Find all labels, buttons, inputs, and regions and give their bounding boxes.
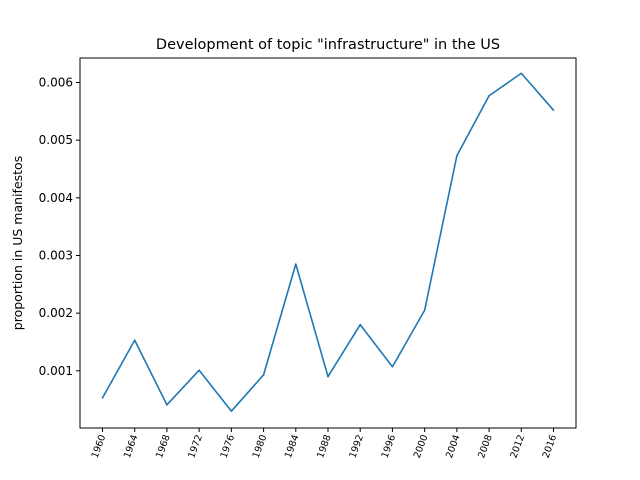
x-tick-label: 2000 (412, 433, 431, 459)
x-tick-label: 1960 (90, 433, 109, 459)
data-point (391, 365, 394, 368)
x-tick-label: 1988 (315, 433, 334, 459)
x-tick-label: 2012 (508, 433, 527, 459)
x-tick-label: 1980 (251, 433, 270, 459)
x-tick-label: 1996 (380, 433, 399, 459)
x-tick-label: 1992 (347, 433, 366, 459)
x-tick-label: 1972 (186, 433, 205, 459)
x-tick-label: 2016 (541, 433, 560, 459)
x-tick-label: 1976 (219, 433, 238, 459)
data-point (520, 72, 523, 75)
y-tick-label: 0.005 (39, 133, 73, 147)
y-tick-label: 0.006 (39, 76, 73, 90)
x-tick-label: 1964 (122, 433, 141, 459)
x-tick-label: 2004 (444, 433, 463, 459)
data-point (488, 94, 490, 97)
axes: 0.001 0.002 0.003 0.004 0.005 0.006 1960 1964 19… (39, 76, 560, 460)
y-tick-label: 0.004 (39, 191, 73, 205)
data-point (359, 323, 362, 326)
y-tick-label: 0.002 (39, 306, 73, 320)
data-point (294, 263, 297, 265)
data-point (230, 410, 233, 412)
y-tick-label: 0.003 (39, 248, 73, 262)
series-layer (101, 72, 555, 412)
x-tick-label: 2008 (476, 433, 495, 459)
data-point (327, 375, 329, 378)
chart-title: Development of topic "infrastructure" in… (156, 37, 500, 53)
data-point (552, 109, 555, 111)
data-point (198, 369, 200, 372)
data-point (262, 374, 265, 376)
x-tick-label: 1984 (283, 433, 302, 459)
data-point (133, 339, 136, 342)
data-point (456, 154, 458, 157)
y-tick-label: 0.001 (39, 364, 73, 378)
y-axis-label: proportion in US manifestos (10, 156, 25, 330)
data-point (423, 309, 426, 312)
data-point (166, 404, 168, 406)
series-line (101, 72, 555, 412)
plot-frame (79, 57, 577, 429)
data-point (101, 397, 104, 399)
x-tick-label: 1968 (154, 433, 173, 459)
